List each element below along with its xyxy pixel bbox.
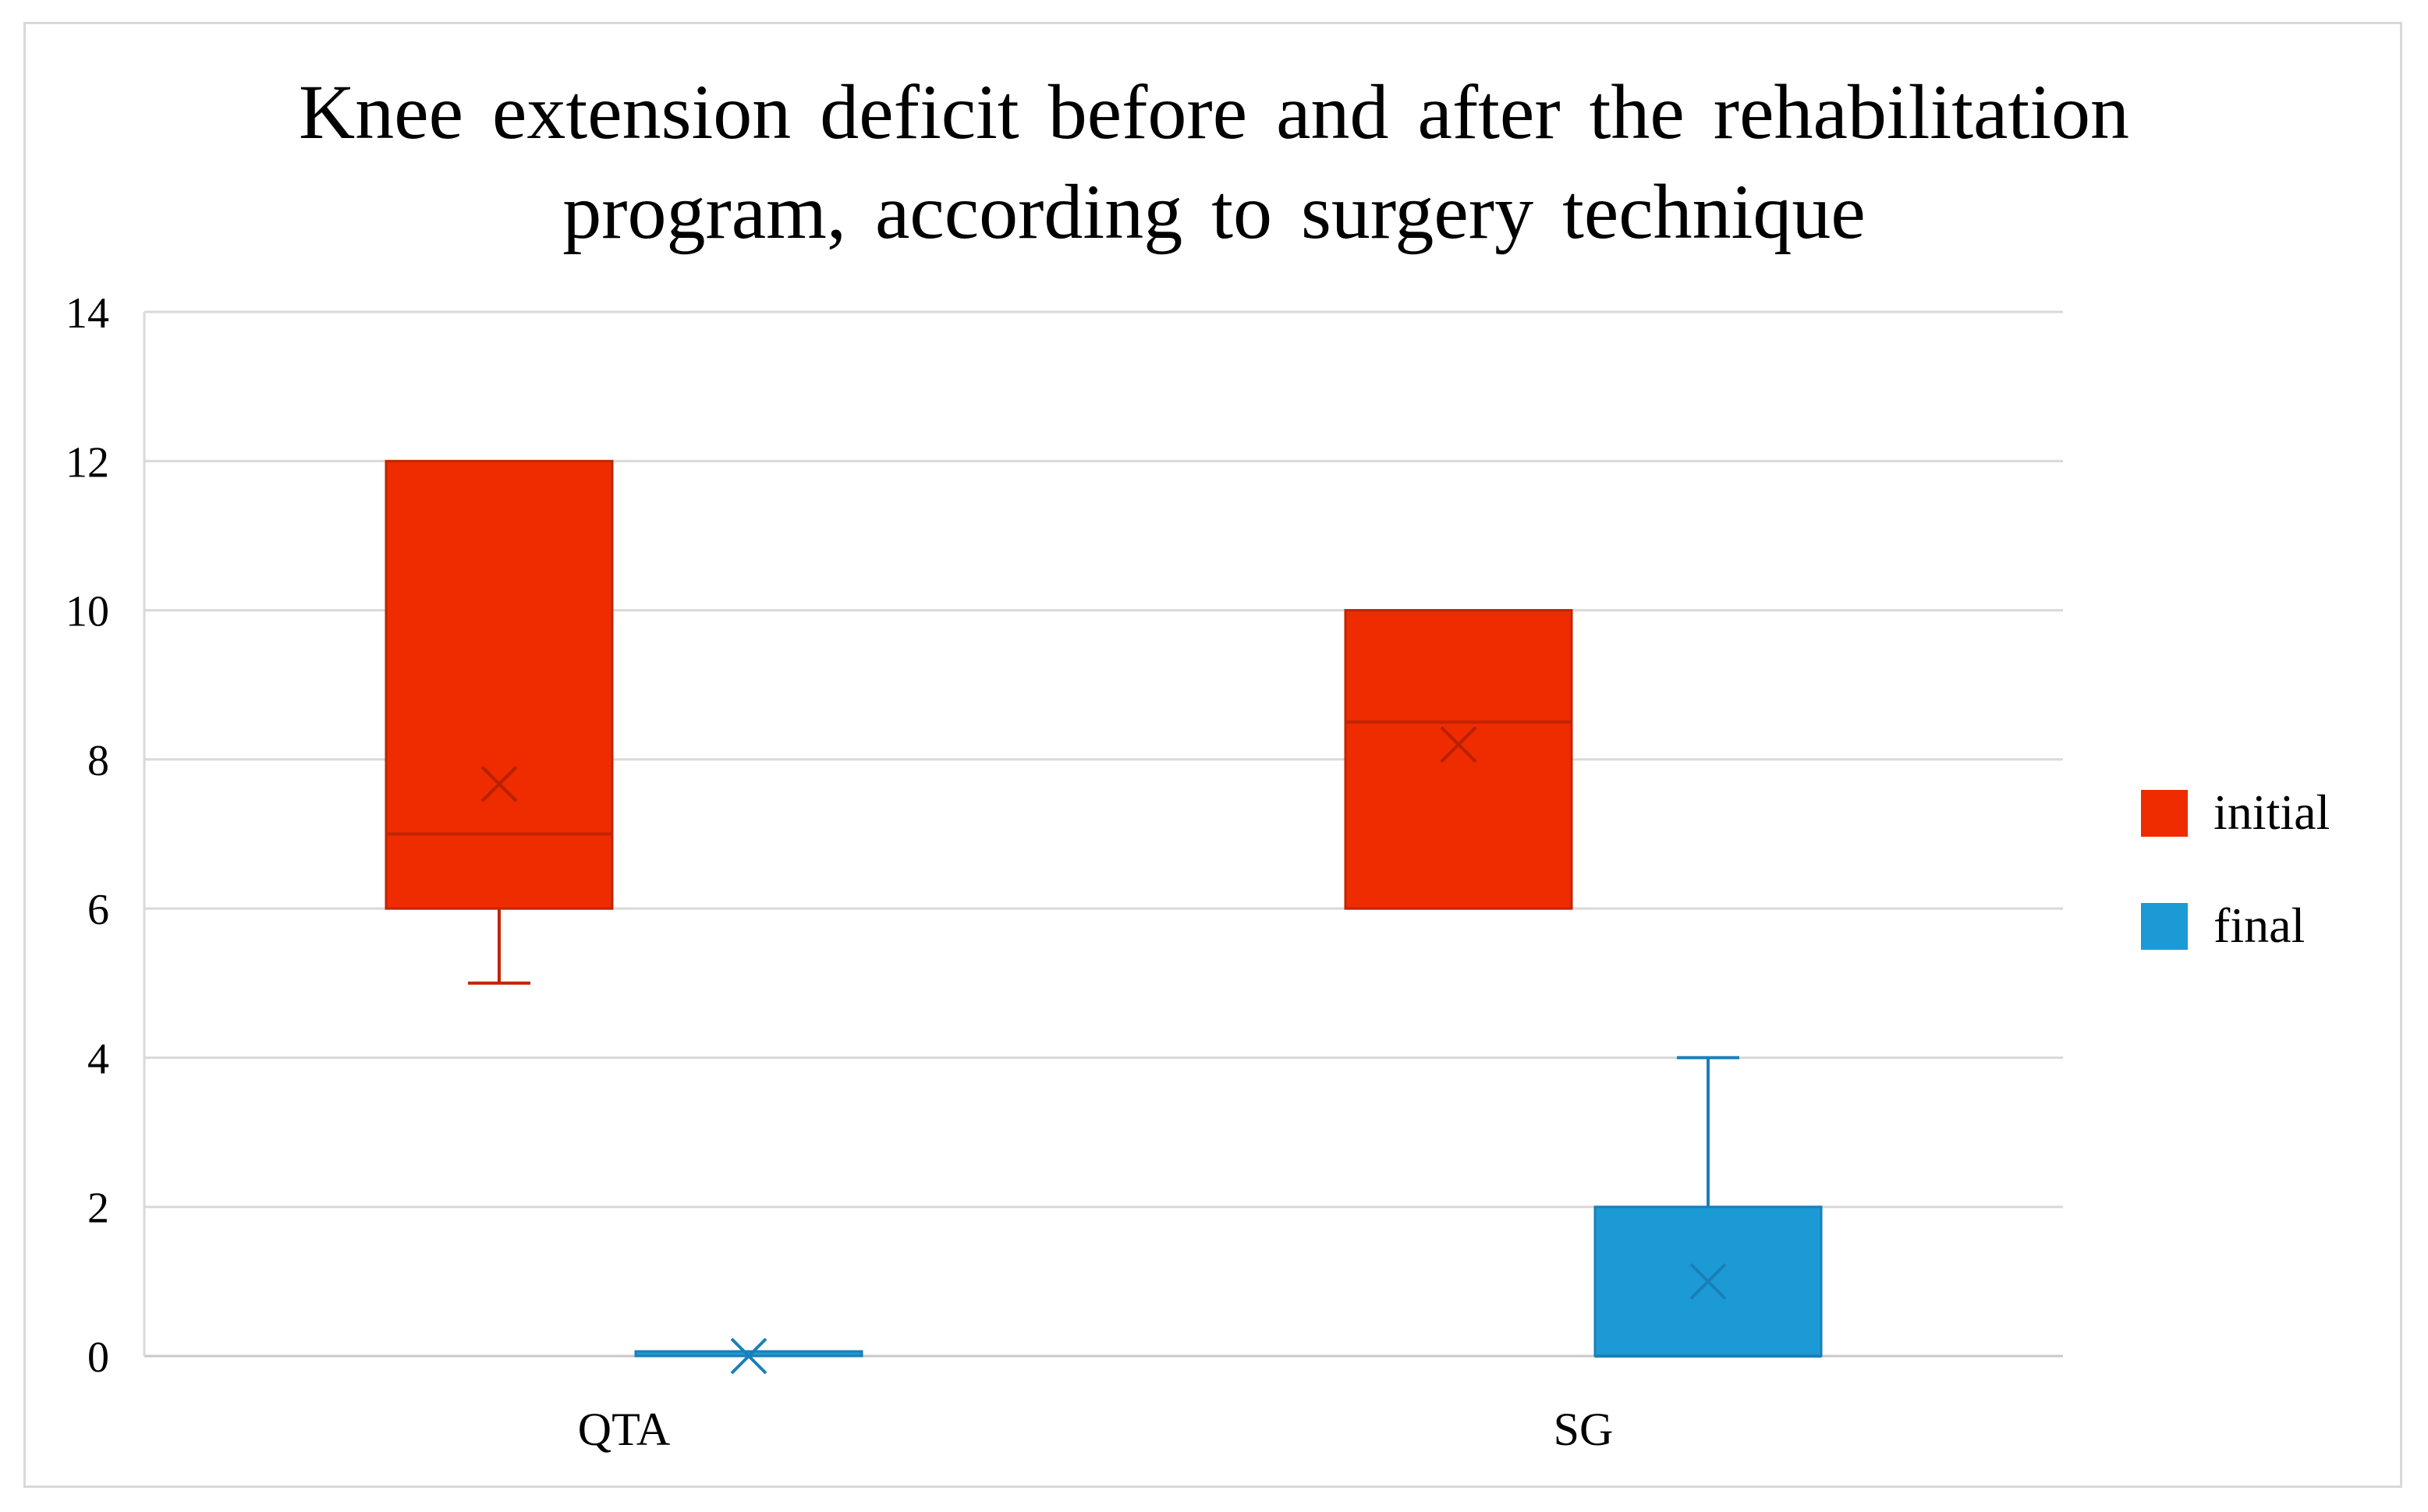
chart-title: Knee extension deficit before and after … (299, 69, 2129, 255)
y-tick-label: 8 (87, 737, 109, 785)
y-tick-label: 10 (66, 588, 109, 636)
y-tick-label: 0 (87, 1333, 109, 1382)
y-tick-label: 14 (66, 289, 109, 338)
mean-marker (480, 766, 518, 802)
box-final-QTA (634, 1337, 863, 1375)
plot-series (385, 459, 1823, 1375)
box-initial-QTA (385, 459, 614, 985)
box-initial-SG (1344, 609, 1573, 910)
y-tick-label: 2 (87, 1184, 109, 1233)
axes: 0 2 4 6 8 10 12 14 QTA SG (66, 289, 1613, 1455)
legend-swatch-final (2141, 903, 2188, 950)
legend-label-initial: initial (2214, 784, 2330, 840)
x-category-label: QTA (578, 1404, 671, 1455)
mean-marker (730, 1337, 767, 1375)
iqr-box (1344, 609, 1573, 910)
legend-label-final: final (2214, 898, 2305, 953)
x-category-label: SG (1554, 1404, 1614, 1455)
y-tick-label: 12 (66, 438, 109, 487)
mean-marker (1440, 726, 1477, 763)
legend: initial final (2141, 784, 2330, 953)
mean-marker (1689, 1262, 1727, 1300)
y-tick-label: 6 (87, 886, 109, 934)
legend-swatch-initial (2141, 790, 2188, 837)
iqr-box (385, 459, 614, 910)
y-tick-label: 4 (87, 1035, 109, 1083)
box-final-SG (1593, 1056, 1823, 1358)
